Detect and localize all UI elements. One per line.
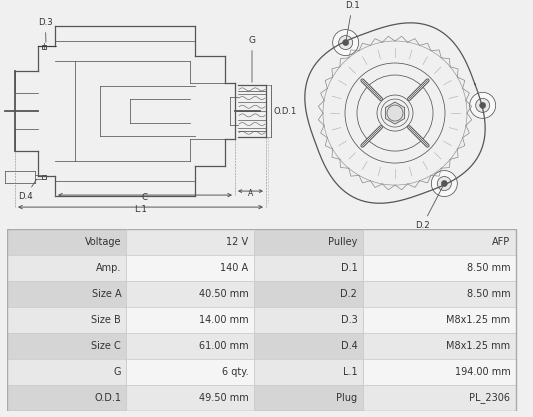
Text: D.3: D.3 (341, 315, 357, 325)
Bar (7, 333, 516, 359)
Text: Size B: Size B (91, 315, 121, 325)
Text: 8.50 mm: 8.50 mm (467, 263, 511, 273)
Text: Plug: Plug (336, 393, 357, 403)
Text: L.1: L.1 (134, 205, 147, 214)
Text: D.2: D.2 (415, 186, 443, 230)
Text: M8x1.25 mm: M8x1.25 mm (446, 315, 511, 325)
Bar (7, 359, 516, 385)
Text: Amp.: Amp. (96, 263, 121, 273)
Circle shape (480, 103, 486, 108)
Text: PL_2306: PL_2306 (470, 392, 511, 403)
Text: 6 qty.: 6 qty. (222, 367, 248, 377)
Bar (254, 333, 362, 359)
Bar (254, 281, 362, 307)
Text: 40.50 mm: 40.50 mm (199, 289, 248, 299)
Text: D.1: D.1 (341, 263, 357, 273)
Text: O.D.1: O.D.1 (274, 107, 297, 116)
Text: AFP: AFP (492, 237, 511, 247)
Bar (254, 385, 362, 411)
Circle shape (377, 95, 413, 131)
Bar (7, 229, 126, 255)
Circle shape (431, 171, 457, 196)
Text: D.1: D.1 (345, 1, 360, 40)
Text: 140 A: 140 A (220, 263, 248, 273)
Text: O.D.1: O.D.1 (94, 393, 121, 403)
Text: 14.00 mm: 14.00 mm (199, 315, 248, 325)
Text: Voltage: Voltage (85, 237, 121, 247)
Text: 194.00 mm: 194.00 mm (455, 367, 511, 377)
Bar (7, 359, 126, 385)
Polygon shape (385, 102, 405, 124)
Bar (7, 333, 126, 359)
Text: G: G (248, 36, 255, 82)
Bar (7, 307, 516, 333)
Circle shape (475, 98, 490, 112)
Text: C: C (142, 193, 148, 202)
Circle shape (470, 93, 496, 118)
Text: 49.50 mm: 49.50 mm (199, 393, 248, 403)
Bar (7, 385, 126, 411)
Bar (7, 307, 126, 333)
Circle shape (343, 40, 349, 45)
Text: 61.00 mm: 61.00 mm (199, 341, 248, 351)
Text: 8.50 mm: 8.50 mm (467, 289, 511, 299)
Bar (7, 229, 516, 255)
Bar (7, 255, 126, 281)
Text: Size C: Size C (91, 341, 121, 351)
Text: A: A (248, 189, 253, 198)
Bar (254, 307, 362, 333)
Bar (7, 385, 516, 411)
Bar (254, 359, 362, 385)
Circle shape (333, 30, 359, 55)
Text: 12 V: 12 V (226, 237, 248, 247)
Bar (254, 255, 362, 281)
Text: D.2: D.2 (341, 289, 357, 299)
Text: Size A: Size A (92, 289, 121, 299)
Bar (42, 45, 46, 49)
Bar (7, 281, 126, 307)
Bar (42, 175, 46, 179)
Text: L.1: L.1 (343, 367, 357, 377)
Text: Pulley: Pulley (328, 237, 357, 247)
Text: G: G (114, 367, 121, 377)
Text: D.3: D.3 (38, 18, 53, 42)
Circle shape (438, 176, 451, 191)
Bar (7, 281, 516, 307)
Circle shape (441, 181, 447, 186)
Text: M8x1.25 mm: M8x1.25 mm (446, 341, 511, 351)
Text: D.4: D.4 (341, 341, 357, 351)
Circle shape (338, 35, 353, 50)
Bar (254, 229, 362, 255)
Bar (7, 255, 516, 281)
Text: D.4: D.4 (18, 179, 36, 201)
